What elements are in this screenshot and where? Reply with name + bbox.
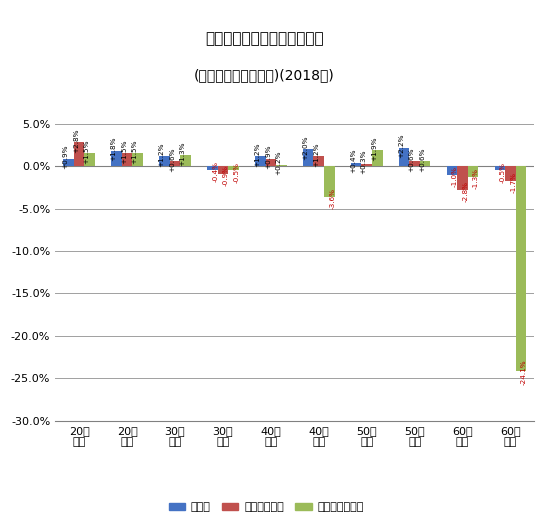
- Text: -1.7%: -1.7%: [511, 172, 516, 193]
- Text: +2.8%: +2.8%: [73, 129, 79, 153]
- Text: +1.8%: +1.8%: [110, 137, 116, 162]
- Text: +0.9%: +0.9%: [62, 145, 68, 169]
- Text: +1.5%: +1.5%: [132, 140, 138, 164]
- Text: +0.6%: +0.6%: [169, 147, 175, 172]
- Text: +2.0%: +2.0%: [302, 135, 308, 160]
- Bar: [111, 151, 122, 166]
- Text: +0.2%: +0.2%: [276, 151, 282, 175]
- Text: 学歴別・年齢階層別平均賃金: 学歴別・年齢階層別平均賃金: [205, 31, 324, 46]
- Text: +1.2%: +1.2%: [313, 142, 318, 167]
- Bar: [159, 156, 170, 166]
- Text: +0.4%: +0.4%: [350, 149, 356, 173]
- Bar: [63, 159, 74, 166]
- Text: +0.6%: +0.6%: [419, 147, 425, 172]
- Bar: [74, 143, 84, 166]
- Text: +1.3%: +1.3%: [180, 141, 186, 166]
- Bar: [351, 163, 361, 166]
- Bar: [207, 166, 218, 170]
- Text: -0.9%: -0.9%: [223, 165, 229, 186]
- Bar: [276, 165, 287, 166]
- Text: -0.5%: -0.5%: [500, 162, 506, 183]
- Bar: [468, 166, 478, 177]
- Bar: [372, 150, 382, 166]
- Bar: [84, 153, 95, 166]
- Text: -1.0%: -1.0%: [452, 166, 458, 187]
- Bar: [324, 166, 334, 197]
- Bar: [516, 166, 526, 370]
- Text: +1.5%: +1.5%: [84, 140, 90, 164]
- Bar: [218, 166, 228, 174]
- Bar: [266, 159, 276, 166]
- Bar: [228, 166, 239, 170]
- Text: +1.9%: +1.9%: [371, 136, 377, 161]
- Bar: [132, 153, 143, 166]
- Bar: [447, 166, 457, 175]
- Text: +2.2%: +2.2%: [398, 133, 404, 158]
- Text: -2.8%: -2.8%: [463, 181, 468, 202]
- Bar: [505, 166, 516, 181]
- Bar: [180, 155, 191, 166]
- Text: +0.3%: +0.3%: [361, 150, 367, 174]
- Bar: [314, 156, 324, 166]
- Bar: [399, 148, 409, 166]
- Bar: [495, 166, 505, 170]
- Legend: 高校卒, 高専・短大卒, 大学・大学院卒: 高校卒, 高専・短大卒, 大学・大学院卒: [164, 498, 368, 513]
- Text: -3.6%: -3.6%: [329, 188, 336, 209]
- Text: +1.2%: +1.2%: [158, 142, 164, 167]
- Bar: [170, 161, 180, 166]
- Bar: [255, 156, 266, 166]
- Text: -0.5%: -0.5%: [234, 162, 240, 183]
- Bar: [420, 161, 430, 166]
- Text: (前年比、比率、女性)(2018年): (前年比、比率、女性)(2018年): [194, 68, 335, 82]
- Text: +1.5%: +1.5%: [121, 140, 127, 164]
- Bar: [457, 166, 468, 190]
- Bar: [303, 149, 314, 166]
- Text: -1.3%: -1.3%: [473, 168, 479, 189]
- Bar: [361, 164, 372, 166]
- Text: -24.1%: -24.1%: [521, 360, 527, 385]
- Text: +0.6%: +0.6%: [409, 147, 415, 172]
- Bar: [122, 153, 132, 166]
- Bar: [409, 161, 420, 166]
- Text: +1.2%: +1.2%: [254, 142, 260, 167]
- Text: -0.4%: -0.4%: [212, 161, 218, 182]
- Text: +0.9%: +0.9%: [265, 145, 271, 169]
